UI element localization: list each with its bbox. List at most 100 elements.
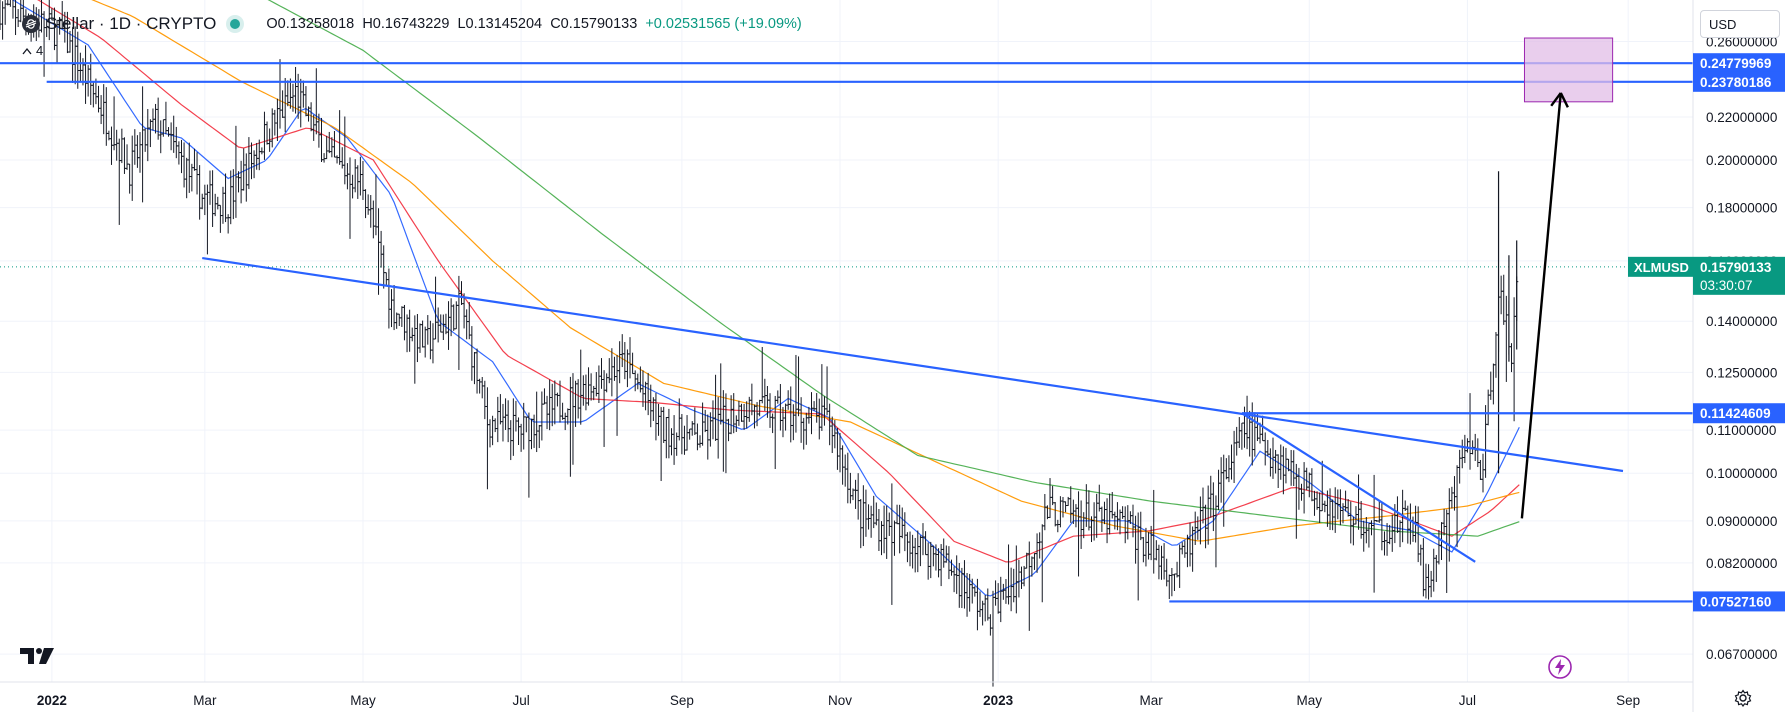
price-level-badge[interactable] [1693,591,1785,612]
price-bar [343,116,347,185]
price-bar [892,520,897,556]
currency-select[interactable]: USD [1700,10,1780,38]
price-bar [257,139,261,171]
symbol-title[interactable]: Stellar · 1D · CRYPTO [46,14,217,33]
symbol-tag[interactable] [1628,256,1693,277]
tradingview-logo-icon[interactable] [18,646,56,671]
price-bar [1019,566,1024,589]
price-bar [612,356,617,381]
price-bar [970,578,974,604]
price-bar [1222,454,1226,527]
price-bar [1362,520,1366,552]
price-bar [1180,542,1184,555]
price-level-badge[interactable] [1693,403,1785,424]
price-bar [198,165,202,220]
trendline-5[interactable] [202,256,1624,473]
projection-arrow-head[interactable] [1559,92,1569,108]
target-zone-box[interactable] [1523,37,1614,103]
price-bar [351,174,355,199]
price-bar [711,400,715,440]
trendline-6[interactable] [1241,412,1476,563]
price-bar [516,417,521,446]
price-bar [1157,544,1161,580]
price-bar [433,276,438,340]
price-bar [1372,474,1376,593]
price-bar [1279,444,1283,480]
price-bar [376,208,381,295]
price-bar [301,80,305,108]
price-bar [405,314,409,353]
price-bar [615,354,619,436]
price-bar [395,312,399,329]
price-bar [900,507,904,539]
price-bar [625,349,630,388]
price-bar [314,68,318,135]
price-bar [1048,478,1052,519]
drawings[interactable] [0,37,1693,603]
price-bar [905,532,910,563]
price-bar [1499,275,1503,315]
price-bar [91,81,95,108]
price-bar [1144,527,1148,567]
price-tick-label: 0.26000000 [1706,34,1777,49]
price-tick-label: 0.09000000 [1706,514,1777,529]
price-level-badge[interactable] [1693,53,1785,74]
price-bar [423,326,427,358]
price-bar [387,268,391,329]
price-bar [478,378,482,394]
settings-gear-icon[interactable] [1734,689,1752,712]
price-bar [817,398,821,440]
price-bar [1426,564,1431,600]
high-value: H0.16743229 [362,16,450,32]
projection-arrow-head[interactable] [1550,92,1562,107]
last-price-badge[interactable] [1693,256,1785,295]
price-bar [73,26,77,85]
price-bar [374,174,378,236]
price-tick-label: 0.12500000 [1706,365,1777,380]
price-bar [174,126,178,159]
price-bar [916,530,920,573]
price-bar [441,314,445,341]
price-bar [1349,501,1353,544]
price-level-badge[interactable] [1693,71,1785,92]
price-bar [662,406,666,444]
price-bar [1333,487,1337,533]
price-bar [846,452,850,504]
price-bar [908,531,912,567]
price-bar [353,159,357,193]
price-bar [242,148,246,191]
price-tick-label: 0.11000000 [1706,423,1776,438]
time-tick-label: Mar [1140,693,1164,708]
price-bar [345,163,350,190]
projection-arrow[interactable] [1520,92,1562,519]
price-bar [921,523,925,556]
price-bar [843,454,847,487]
price-bar [1460,439,1464,469]
price-bar [690,421,694,436]
price-bar [706,414,710,460]
price-bar [363,189,368,219]
price-bar [656,403,661,436]
price-bar [1463,434,1467,464]
price-bar [379,230,383,268]
last-price-value: 0.15790133 [1700,260,1772,275]
indicators-toggle[interactable]: 4 [22,43,43,58]
time-tick-label: Jul [512,693,529,708]
price-bar [1312,490,1317,516]
price-bar [1255,414,1260,442]
price-bar [371,200,375,239]
price-bar [260,147,264,155]
price-bar [913,537,917,573]
price-bar [866,504,871,530]
price-bar [561,402,565,420]
price-bar [838,433,842,473]
market-status-icon[interactable] [230,19,241,29]
price-bar [459,281,464,306]
lightning-icon[interactable] [1547,654,1573,685]
price-bar [397,313,401,327]
price-bar [745,401,749,429]
price-bar [1359,500,1363,539]
price-bar [1320,460,1324,512]
price-bar [828,403,832,446]
